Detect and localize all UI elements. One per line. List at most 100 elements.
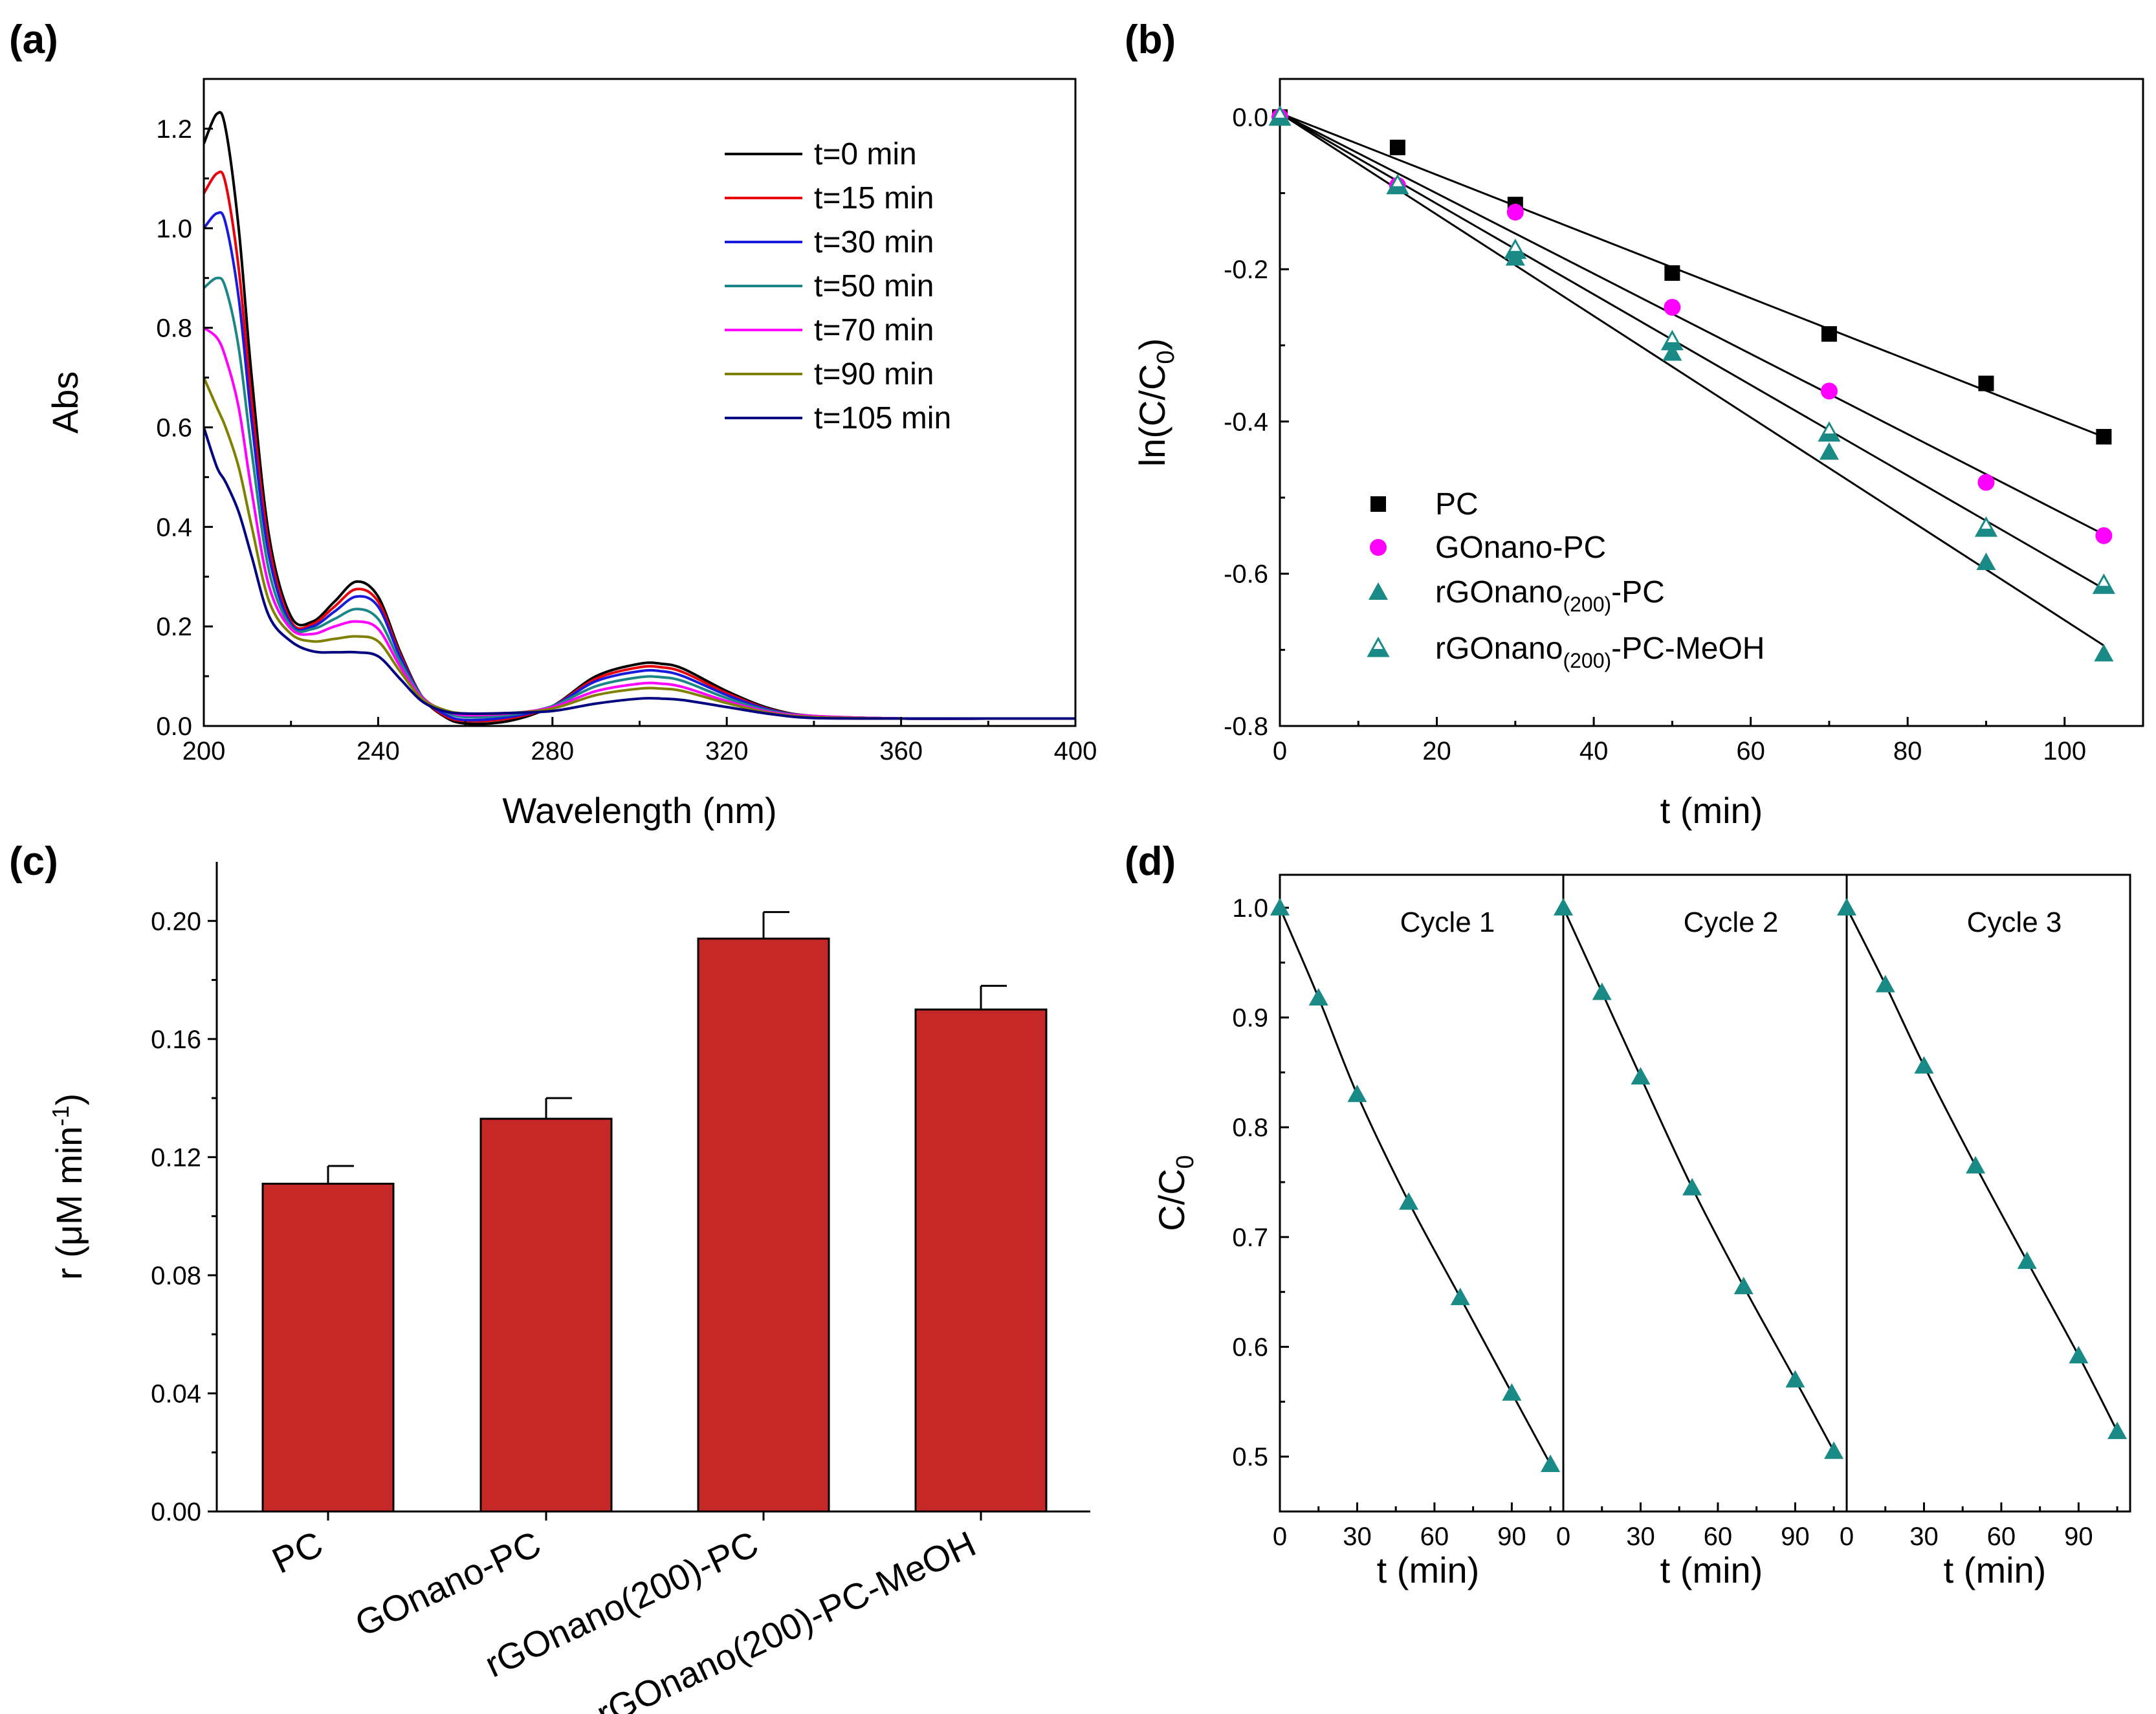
- data-point-d-1: [1592, 982, 1612, 1000]
- y-tick-label-a: 1.0: [156, 215, 192, 243]
- data-point-b-1: [1820, 382, 1838, 400]
- y-tick-label-b: -0.8: [1224, 712, 1268, 741]
- x-tick-label-a: 280: [531, 737, 574, 765]
- data-point-d-1: [1733, 1277, 1754, 1295]
- y-tick-label-b: 0.0: [1232, 104, 1268, 132]
- y-axis-title-c: r (μM min-1): [47, 1093, 89, 1280]
- fit-curve-d-0: [1279, 907, 1552, 1465]
- data-point-d-0: [1270, 897, 1290, 916]
- data-point-d-1: [1631, 1067, 1651, 1085]
- legend-label-a: t=90 min: [814, 357, 934, 391]
- plot-frame-b: [1279, 78, 2144, 727]
- data-point-b-3: [1504, 238, 1527, 259]
- data-point-d-1: [1682, 1178, 1702, 1196]
- y-tick-label-a: 0.2: [156, 613, 192, 641]
- y-tick-label-d: 0.9: [1232, 1004, 1268, 1033]
- fit-line-b-1: [1279, 112, 2105, 536]
- y-tick-label-b: -0.6: [1224, 560, 1268, 589]
- data-point-d-2: [1914, 1056, 1934, 1074]
- legend-label-b-sub: (200): [1563, 649, 1611, 672]
- legend-label-b: GOnano-PC: [1435, 531, 1606, 565]
- y-tick-label-d: 0.8: [1232, 1114, 1268, 1142]
- data-point-d-2: [1837, 897, 1856, 916]
- x-axis-title-b: t (min): [1660, 790, 1763, 831]
- data-point-b-0: [2096, 428, 2112, 445]
- data-point-b-2: [2094, 644, 2114, 662]
- y-axis-title-b: ln(C/C0): [1132, 338, 1180, 467]
- y-axis-title-b-close: ): [1132, 338, 1172, 351]
- y-tick-label-c: 0.16: [151, 1026, 201, 1054]
- x-tick-label-b: 20: [1422, 737, 1451, 765]
- fit-line-b-3: [1279, 112, 2105, 590]
- y-axis-title-a: Abs: [45, 371, 85, 434]
- data-point-b-3: [2092, 573, 2115, 594]
- x-axis-title-d: t (min): [1944, 1550, 2047, 1590]
- x-tick-label-d: 30: [1343, 1522, 1372, 1551]
- data-point-b-2: [1819, 442, 1839, 460]
- x-tick-label-b: 60: [1736, 737, 1765, 765]
- bar-c-3: [914, 1008, 1048, 1513]
- x-tick-label-d: 30: [1909, 1522, 1939, 1551]
- x-axis-title-a: Wavelength (nm): [502, 790, 776, 831]
- data-point-d-0: [1502, 1383, 1522, 1401]
- legend-label-a: t=15 min: [814, 181, 934, 215]
- data-point-b-1: [1506, 203, 1524, 221]
- data-point-d-2: [2017, 1251, 2037, 1269]
- y-axis-title-d-main: C/C: [1151, 1169, 1192, 1231]
- data-point-b-2: [1662, 343, 1682, 361]
- x-tick-label-d: 90: [1781, 1522, 1810, 1551]
- data-point-b-3: [1974, 516, 1998, 537]
- x-tick-label-c: PC: [266, 1523, 329, 1581]
- x-tick-label-d: 90: [1497, 1522, 1526, 1551]
- bar-c-2: [697, 938, 830, 1513]
- bar-c-0: [261, 1182, 395, 1513]
- legend-label-b-tail: -PC-MeOH: [1611, 632, 1765, 666]
- spectrum-line-4: [204, 326, 1075, 720]
- y-tick-label-c: 0.20: [151, 907, 201, 936]
- fit-line-b-0: [1279, 112, 2104, 438]
- cycle-label-d: Cycle 1: [1400, 906, 1495, 938]
- bar-c-1: [479, 1117, 613, 1513]
- x-tick-label-b: 100: [2043, 737, 2086, 765]
- panel-a-uv-spectra: 200 240 280 320 360 400 0.0 0.2 0.4 0.6 0.8 1.0 1.2 W…: [45, 78, 1097, 831]
- y-tick-label-a: 0.8: [156, 314, 192, 343]
- data-point-b-1: [1977, 474, 1995, 491]
- panel-label-b: (b): [1125, 17, 1176, 62]
- panel-label-c: (c): [9, 839, 58, 884]
- panel-label-a: (a): [9, 17, 58, 62]
- x-tick-label-c: rGOnano(200)-PC-MeOH: [590, 1523, 982, 1714]
- y-axis-title-b-sub: 0: [1152, 350, 1180, 364]
- legend-label-b-main: rGOnano: [1435, 632, 1563, 666]
- x-tick-label-a: 200: [182, 737, 226, 765]
- y-tick-label-c: 0.00: [151, 1498, 201, 1526]
- panel-c-rate-bars: 0.00 0.04 0.08 0.12 0.16 0.20 PC GOnano-PC rGOna…: [47, 862, 1090, 1714]
- data-point-b-3: [1268, 105, 1292, 126]
- x-tick-label-d: 60: [1420, 1522, 1449, 1551]
- legend-label-b-sub: (200): [1563, 593, 1611, 616]
- panel-label-d: (d): [1125, 839, 1176, 884]
- legend-label-a: t=70 min: [814, 313, 934, 347]
- x-tick-label-a: 360: [879, 737, 923, 765]
- data-point-d-2: [2069, 1346, 2089, 1364]
- data-point-d-2: [2107, 1422, 2128, 1440]
- y-tick-label-d: 0.5: [1232, 1443, 1268, 1471]
- spectrum-line-2: [204, 211, 1075, 721]
- x-tick-label-d: 60: [1704, 1522, 1733, 1551]
- y-tick-label-b: -0.2: [1224, 256, 1268, 284]
- data-point-b-2: [1976, 553, 1996, 571]
- data-point-b-1: [1664, 298, 1681, 316]
- x-tick-label-b: 80: [1893, 737, 1922, 765]
- cycle-label-d: Cycle 3: [1967, 906, 2062, 938]
- legend-label-b: rGOnano(200)-PC-MeOH: [1435, 632, 1765, 672]
- y-axis-title-d-sub: 0: [1172, 1155, 1199, 1169]
- y-tick-label-d: 1.0: [1232, 894, 1268, 923]
- x-tick-label-d: 90: [2064, 1522, 2093, 1551]
- panel-b-kinetics: 0 20 40 60 80 100 -0.8 -0.6 -0.4 -0.2 0.0 t (min) ln…: [1132, 78, 2144, 831]
- spectrum-line-6: [204, 426, 1075, 720]
- y-axis-title-c-main: r (μM min: [49, 1126, 89, 1280]
- legend-label-a: t=50 min: [814, 269, 934, 303]
- y-tick-label-c: 0.12: [151, 1143, 201, 1172]
- data-point-d-1: [1824, 1441, 1844, 1459]
- fit-line-b-2: [1279, 112, 2105, 646]
